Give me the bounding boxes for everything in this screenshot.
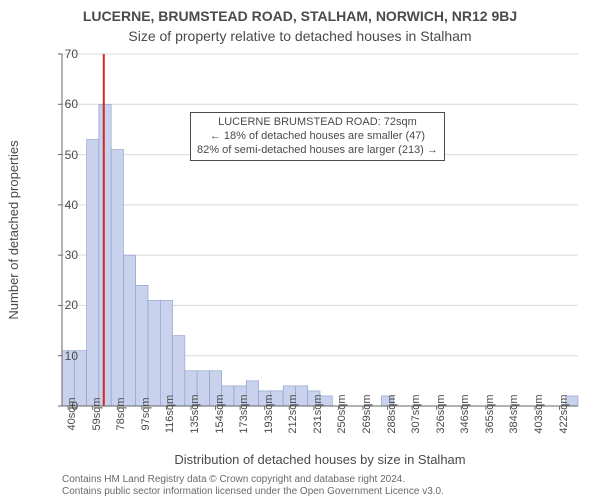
x-tick-label: 288sqm (386, 394, 398, 433)
x-tick-label: 154sqm (214, 394, 226, 433)
y-axis-label: Number of detached properties (6, 54, 21, 406)
x-tick-label: 78sqm (115, 397, 127, 430)
footer-line-1: Contains HM Land Registry data © Crown c… (62, 474, 578, 486)
x-tick-label: 307sqm (410, 394, 422, 433)
y-tick-label: 40 (65, 198, 78, 212)
x-tick-label: 422sqm (558, 394, 570, 433)
footer: Contains HM Land Registry data © Crown c… (62, 474, 578, 497)
title-main: LUCERNE, BRUMSTEAD ROAD, STALHAM, NORWIC… (0, 8, 600, 24)
y-tick-label: 20 (65, 298, 78, 312)
y-tick-label: 30 (65, 248, 78, 262)
x-tick-label: 346sqm (459, 394, 471, 433)
x-tick-label: 250sqm (336, 394, 348, 433)
callout-box: LUCERNE BRUMSTEAD ROAD: 72sqm ← 18% of d… (190, 112, 445, 161)
x-tick-label: 116sqm (164, 395, 176, 433)
x-tick-label: 326sqm (435, 394, 447, 433)
x-tick-label: 135sqm (189, 394, 201, 433)
callout-line-3: 82% of semi-detached houses are larger (… (197, 144, 438, 158)
x-axis-label: Distribution of detached houses by size … (62, 452, 578, 467)
callout-line-1: LUCERNE BRUMSTEAD ROAD: 72sqm (197, 116, 438, 130)
x-tick-label: 97sqm (140, 397, 152, 430)
y-tick-label: 50 (65, 148, 78, 162)
y-tick-label: 70 (65, 47, 78, 61)
x-tick-label: 365sqm (484, 394, 496, 433)
chart-area: LUCERNE BRUMSTEAD ROAD: 72sqm ← 18% of d… (62, 54, 578, 406)
x-tick-label: 384sqm (508, 394, 520, 433)
x-tick-label: 403sqm (533, 394, 545, 433)
callout-line-2: ← 18% of detached houses are smaller (47… (197, 130, 438, 144)
footer-line-2: Contains public sector information licen… (62, 486, 578, 498)
x-tick-label: 212sqm (287, 394, 299, 433)
x-tick-label: 173sqm (238, 394, 250, 433)
x-tick-label: 269sqm (361, 394, 373, 433)
histogram-plot (62, 54, 578, 406)
x-tick-label: 40sqm (66, 397, 78, 430)
y-tick-label: 60 (65, 97, 78, 111)
chart-container: LUCERNE, BRUMSTEAD ROAD, STALHAM, NORWIC… (0, 0, 600, 500)
x-tick-label: 59sqm (91, 397, 103, 430)
x-tick-label: 231sqm (312, 394, 324, 433)
y-tick-label: 10 (65, 349, 78, 363)
title-sub: Size of property relative to detached ho… (0, 28, 600, 44)
x-tick-label: 193sqm (263, 394, 275, 433)
